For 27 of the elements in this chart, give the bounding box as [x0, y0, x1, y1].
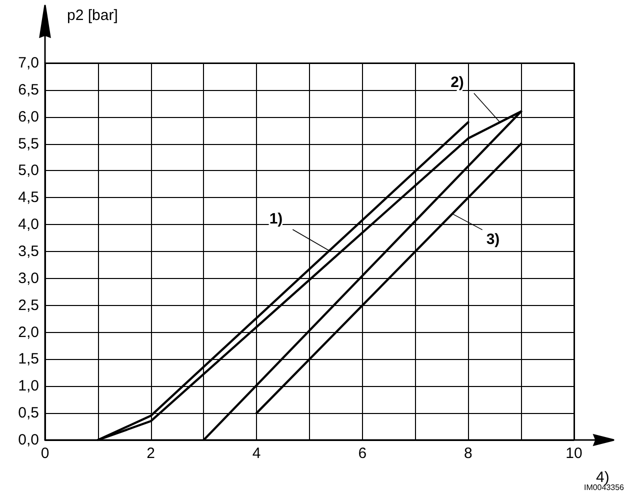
- y-tick-label: 7,0: [18, 54, 39, 72]
- y-axis-title: p2 [bar]: [67, 7, 118, 24]
- x-tick-label: 10: [566, 445, 582, 462]
- y-tick-label: 0,0: [18, 432, 39, 448]
- y-tick-label: 4,5: [18, 189, 39, 206]
- y-tick-label: 5,0: [18, 162, 39, 180]
- x-tick-label: 8: [464, 445, 472, 462]
- x-tick-label: 6: [358, 445, 367, 462]
- y-tick-label: 4,0: [18, 216, 39, 234]
- annotation: 3): [486, 230, 500, 248]
- text: IM0043356: [584, 483, 625, 492]
- y-tick-label: 2,5: [18, 296, 39, 314]
- y-tick-label: 2,0: [18, 324, 39, 341]
- y-tick-label: 1,5: [18, 350, 39, 368]
- y-tick-label: 6,0: [18, 108, 39, 126]
- x-axis-title: 4): [596, 469, 610, 486]
- annotation: 2): [450, 74, 464, 92]
- y-tick-label: 5,5: [18, 135, 39, 152]
- annotation: 1): [269, 210, 283, 228]
- y-tick-label: 3,0: [18, 270, 39, 287]
- y-tick-label: 6,5: [18, 81, 39, 98]
- x-tick-label: 4: [252, 445, 261, 462]
- y-tick-label: 0,5: [18, 404, 39, 422]
- x-tick-label: 0: [40, 445, 50, 462]
- x-tick-label: 2: [146, 445, 155, 462]
- y-tick-label: 1,0: [18, 378, 39, 395]
- y-tick-label: 3,5: [18, 243, 39, 260]
